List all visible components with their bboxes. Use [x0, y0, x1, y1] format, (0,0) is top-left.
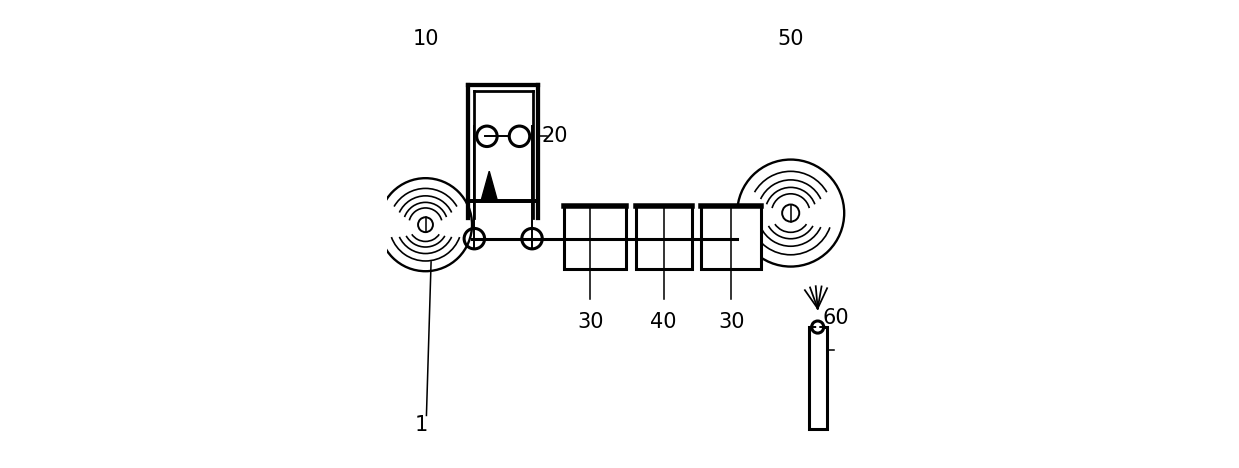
Text: 50: 50 — [777, 29, 804, 49]
Text: 20: 20 — [541, 126, 567, 146]
Text: 40: 40 — [650, 313, 676, 332]
Circle shape — [812, 321, 824, 333]
Bar — [809, 327, 826, 430]
Text: 10: 10 — [413, 29, 439, 49]
Bar — [701, 206, 762, 269]
Text: 30: 30 — [717, 313, 745, 332]
Bar — [564, 206, 627, 269]
Text: 30: 30 — [577, 313, 603, 332]
Bar — [636, 206, 691, 269]
Text: 60: 60 — [823, 308, 849, 328]
Text: 1: 1 — [415, 415, 429, 435]
Polygon shape — [481, 171, 498, 201]
